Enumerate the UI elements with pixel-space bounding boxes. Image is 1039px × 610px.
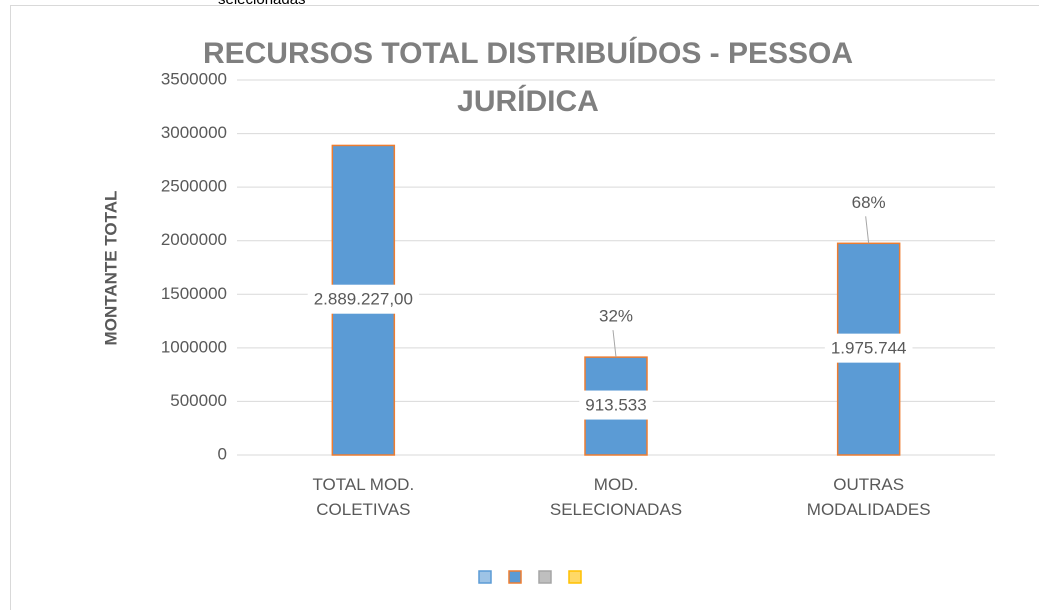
legend-swatch — [568, 570, 582, 584]
legend-swatch — [508, 570, 522, 584]
chart-frame — [10, 5, 1039, 610]
value-label: 2.889.227,00 — [314, 290, 413, 309]
x-tick-label: MOD. SELECIONADAS — [549, 475, 683, 519]
value-label: 1.975.744 — [831, 339, 907, 358]
share-label: 68% — [852, 193, 886, 212]
value-label-bg — [579, 390, 653, 420]
y-tick-label: 500000 — [170, 391, 227, 410]
x-tick-label: OUTRAS MODALIDADES — [806, 475, 931, 519]
legend-swatch — [478, 570, 492, 584]
value-label: 913.533 — [585, 396, 646, 415]
y-tick-label: 1000000 — [161, 337, 227, 356]
y-tick-label: 3500000 — [161, 69, 227, 88]
y-tick-label: 2000000 — [161, 230, 227, 249]
y-tick-label: 2500000 — [161, 177, 227, 196]
value-label-bg — [824, 333, 913, 363]
y-axis-label: MONTANTE TOTAL — [101, 191, 120, 346]
clipped-caption: selecionadas — [218, 0, 306, 8]
share-label: 32% — [599, 307, 633, 326]
leader-line — [865, 216, 870, 244]
y-tick-label: 0 — [218, 444, 227, 463]
x-tick-label: TOTAL MOD. COLETIVAS — [312, 475, 415, 519]
leader-line — [612, 330, 617, 358]
legend-swatch — [538, 570, 552, 584]
chart-title: RECURSOS TOTAL DISTRIBUÍDOS - PESSOA JUR… — [202, 37, 854, 118]
value-label-bg — [307, 284, 419, 314]
y-tick-label: 1500000 — [161, 284, 227, 303]
y-tick-label: 3000000 — [161, 123, 227, 142]
